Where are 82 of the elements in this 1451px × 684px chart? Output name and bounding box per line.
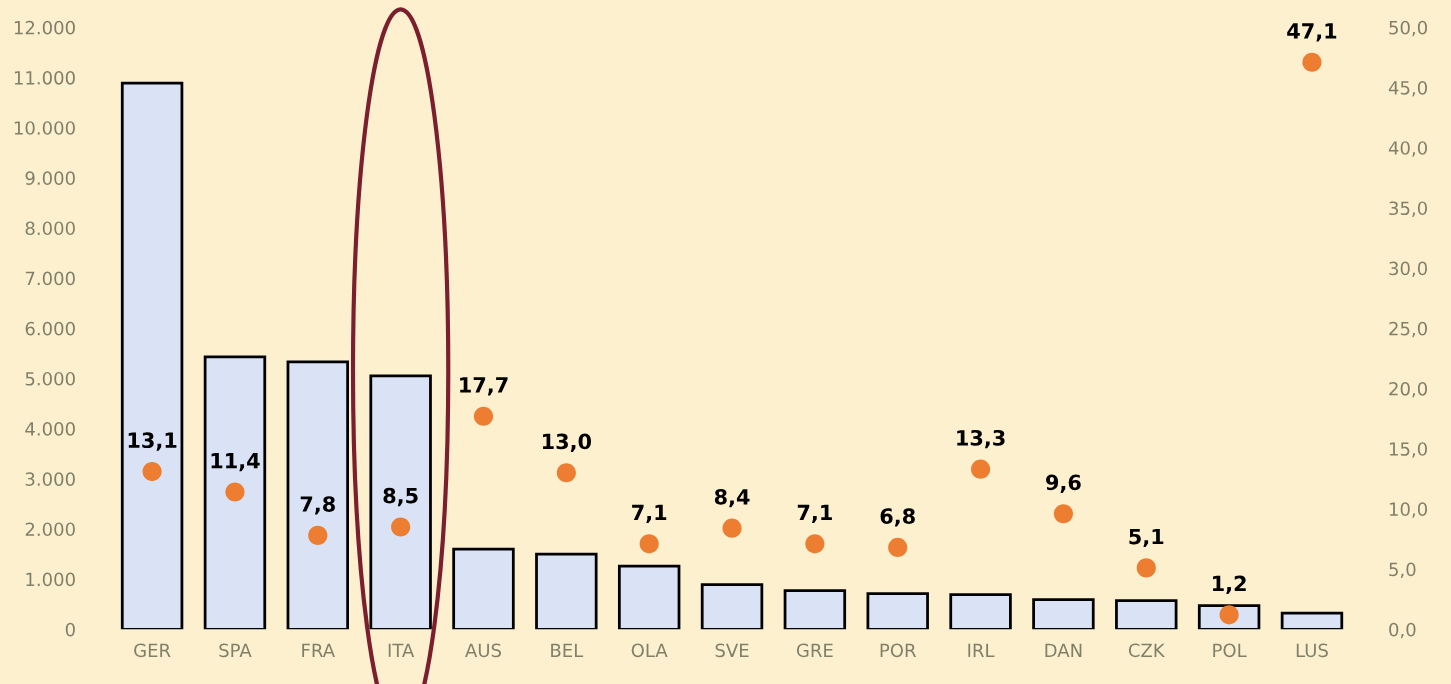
y-tick-label: 11.000 bbox=[14, 70, 75, 85]
y-tick-label: 7.000 bbox=[25, 271, 75, 286]
bar bbox=[1115, 599, 1178, 630]
data-label: 8,4 bbox=[714, 488, 750, 508]
y2-tick-label: 45,0 bbox=[1388, 81, 1427, 97]
y2-tick-label: 5,0 bbox=[1389, 562, 1416, 579]
data-label: 9,6 bbox=[1046, 474, 1081, 493]
point bbox=[142, 462, 162, 482]
data-label: 13,0 bbox=[542, 433, 592, 452]
data-label: 7,1 bbox=[797, 504, 832, 523]
point bbox=[225, 482, 245, 502]
y2-tick-label: 20,0 bbox=[1389, 381, 1427, 398]
x-tick-label: AUS bbox=[465, 643, 501, 658]
bar bbox=[286, 360, 350, 630]
y-tick-label: 6.000 bbox=[25, 321, 75, 336]
data-label: 13,1 bbox=[128, 432, 177, 451]
data-label: 6,8 bbox=[880, 508, 915, 527]
bar bbox=[700, 583, 764, 630]
y2-tick-label: 0,0 bbox=[1389, 622, 1416, 639]
x-tick-label: GER bbox=[134, 643, 171, 658]
bar bbox=[617, 564, 681, 630]
point bbox=[722, 518, 742, 538]
x-tick-label: GRE bbox=[796, 643, 833, 658]
y2-tick-label: 15,0 bbox=[1389, 442, 1427, 458]
x-tick-label: LUS bbox=[1296, 643, 1328, 658]
point bbox=[1053, 504, 1073, 524]
x-tick-label: ITA bbox=[388, 643, 415, 657]
x-tick-label: CZK bbox=[1128, 643, 1166, 658]
bar bbox=[203, 355, 267, 630]
data-label: 17,7 bbox=[460, 377, 508, 396]
x-tick-label: IRL bbox=[968, 643, 995, 657]
data-label: 47,1 bbox=[1287, 23, 1337, 42]
point bbox=[971, 459, 991, 479]
y2-tick-label: 35,0 bbox=[1389, 201, 1427, 217]
data-label: 11,4 bbox=[211, 453, 260, 472]
point bbox=[308, 525, 328, 545]
y-tick-label: 2.000 bbox=[25, 522, 75, 537]
y2-tick-label: 25,0 bbox=[1389, 321, 1427, 338]
x-tick-label: POL bbox=[1213, 643, 1247, 658]
data-label: 13,3 bbox=[957, 429, 1005, 449]
point bbox=[473, 406, 494, 426]
point bbox=[556, 463, 576, 483]
y-tick-label: 3.000 bbox=[25, 472, 75, 486]
bar bbox=[866, 592, 929, 630]
point bbox=[1302, 52, 1322, 72]
data-label: 8,5 bbox=[383, 487, 418, 507]
x-tick-label: BEL bbox=[551, 643, 584, 657]
y-tick-label: 1.000 bbox=[26, 572, 75, 587]
y-tick-label: 4.000 bbox=[25, 422, 75, 436]
y-tick-label: 8.000 bbox=[25, 221, 75, 236]
y-tick-label: 12.000 bbox=[14, 20, 75, 35]
y-tick-label: 5.000 bbox=[25, 371, 75, 386]
bar bbox=[1280, 611, 1344, 630]
bar bbox=[369, 374, 432, 630]
data-label: 7,8 bbox=[300, 496, 335, 515]
y-tick-label: 9.000 bbox=[25, 171, 75, 185]
y2-tick-label: 50,0 bbox=[1389, 20, 1427, 37]
y2-tick-label: 30,0 bbox=[1389, 261, 1427, 278]
bar bbox=[949, 593, 1012, 630]
data-label: 7,1 bbox=[632, 504, 667, 523]
x-tick-label: DAN bbox=[1045, 643, 1082, 657]
y-tick-label: 0 bbox=[65, 622, 75, 637]
data-label: 5,1 bbox=[1129, 528, 1164, 548]
x-tick-label: SPA bbox=[219, 643, 252, 658]
x-tick-label: SVE bbox=[715, 643, 749, 658]
point bbox=[391, 517, 411, 537]
point bbox=[805, 534, 825, 554]
x-tick-label: FRA bbox=[302, 643, 335, 657]
x-tick-label: POR bbox=[880, 643, 917, 658]
x-tick-label: OLA bbox=[631, 643, 668, 658]
bar bbox=[783, 589, 847, 630]
bar bbox=[1032, 598, 1095, 630]
y-tick-label: 10.000 bbox=[14, 121, 75, 135]
y2-tick-label: 40,0 bbox=[1388, 141, 1427, 157]
bar bbox=[120, 81, 184, 630]
y2-tick-label: 10,0 bbox=[1389, 502, 1427, 518]
data-label: 1,2 bbox=[1213, 575, 1246, 595]
point bbox=[639, 534, 659, 554]
bar bbox=[452, 547, 515, 630]
point bbox=[1136, 558, 1156, 578]
point bbox=[888, 537, 908, 557]
bar bbox=[535, 552, 598, 630]
